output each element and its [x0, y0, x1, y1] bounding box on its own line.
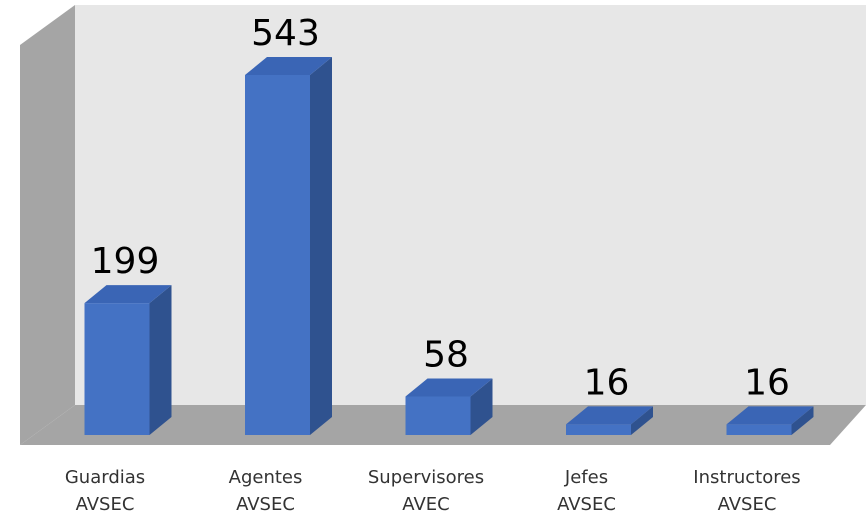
bar-top [726, 406, 814, 425]
bar [566, 406, 653, 435]
bar-side [791, 406, 814, 435]
bar-side [149, 285, 172, 435]
bar-front [84, 303, 150, 435]
x-tick-label: AVSEC [557, 494, 616, 515]
x-tick-label: AVSEC [76, 494, 135, 515]
x-tick-label: Agentes [229, 467, 303, 488]
bar-front [405, 396, 471, 435]
bar-side [631, 406, 653, 435]
bar [84, 285, 172, 435]
bar [245, 57, 332, 435]
x-tick-label: AVEC [402, 494, 449, 515]
value-label: 58 [423, 335, 469, 376]
bar-side [470, 378, 493, 435]
x-tick-label: Jefes [564, 467, 608, 488]
bar-top [84, 285, 172, 304]
bar-front [245, 75, 310, 435]
bar-front [726, 424, 792, 435]
bar [405, 378, 493, 435]
x-tick-label: Instructores [693, 467, 800, 488]
x-tick-label: Supervisores [368, 467, 484, 488]
left-wall [20, 5, 75, 445]
bar [726, 406, 814, 435]
x-tick-label: Guardias [65, 467, 145, 488]
value-label: 199 [91, 241, 160, 282]
bar-top [245, 57, 332, 75]
back-wall [75, 5, 866, 405]
value-label: 16 [584, 362, 630, 403]
value-label: 543 [251, 13, 320, 54]
x-tick-label: AVSEC [718, 494, 777, 515]
bar-side [310, 57, 332, 435]
bar-front [566, 424, 631, 435]
bar-top [405, 378, 493, 397]
x-tick-label: AVSEC [236, 494, 295, 515]
value-label: 16 [744, 362, 790, 403]
bar-top [566, 406, 653, 425]
